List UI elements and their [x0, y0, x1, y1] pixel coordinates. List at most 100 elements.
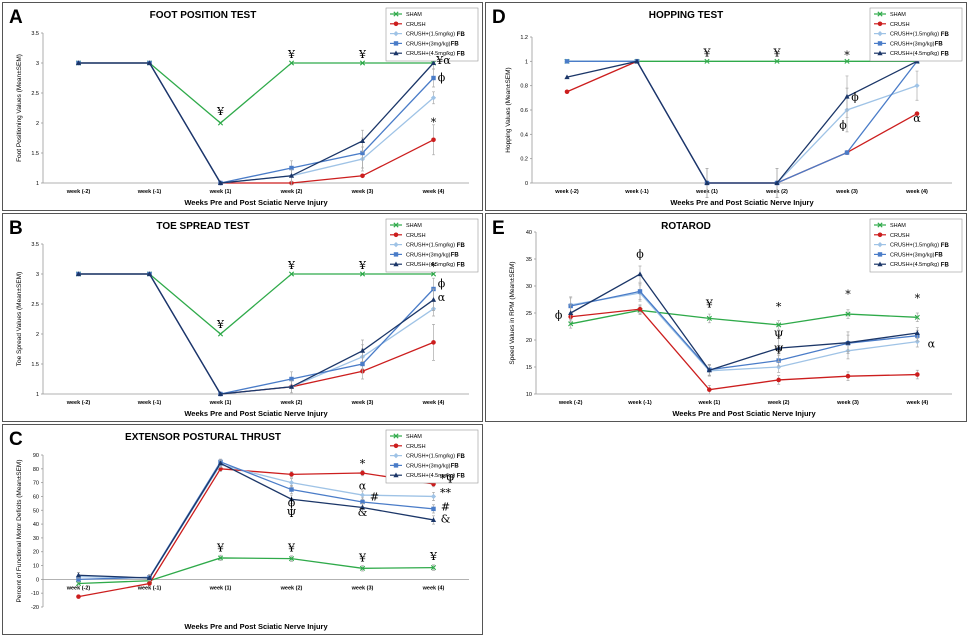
- chart-svg-d: D HOPPING TEST 0 0.2 0.4 0.6 0.8 1 1.2 week (-2) w…: [492, 7, 963, 207]
- significance-marker: ¥: [358, 551, 367, 564]
- series-sham: [75, 60, 437, 126]
- legend-entry: CRUSH+(1.5mg/kg): [890, 243, 939, 249]
- significance-marker: *: [915, 292, 921, 305]
- series-line: [567, 60, 918, 184]
- x-tick-label: week (3): [835, 189, 858, 195]
- legend-entry: SHAM: [406, 12, 422, 18]
- series-line: [570, 290, 918, 371]
- data-point: [774, 180, 780, 185]
- data-point: [845, 373, 851, 379]
- legend-marker: [393, 252, 399, 257]
- significance-marker: ϕ: [438, 277, 446, 290]
- y-tick-label: 1: [525, 59, 528, 65]
- y-tick-label: 10: [33, 564, 39, 570]
- x-tick-label: week (4): [905, 189, 928, 195]
- legend-marker: [877, 252, 883, 257]
- legend-entry-fb: FB: [941, 51, 950, 57]
- data-point: [75, 271, 82, 276]
- data-point: [288, 480, 295, 486]
- chart-panel-b: B TOE SPREAD TEST 1 1.5 2 2.5 3 3.5 week (-2) wee…: [2, 213, 483, 422]
- legend-marker: [393, 232, 399, 238]
- data-point: [914, 111, 920, 116]
- series-line: [78, 557, 434, 585]
- data-point: [704, 58, 710, 64]
- data-point: [75, 572, 82, 578]
- panel-label: E: [492, 218, 505, 239]
- x-tick-label: week (3): [836, 400, 859, 406]
- data-point: [845, 311, 851, 317]
- series-fb45: [564, 58, 920, 198]
- series-line: [78, 462, 434, 579]
- legend-entry: CRUSH+(3mg/kg): [890, 41, 935, 47]
- data-point: [706, 367, 712, 373]
- significance-marker: ¥: [216, 318, 225, 331]
- data-point: [146, 271, 153, 276]
- significance-marker: ¥: [429, 550, 438, 563]
- series-fb3: [76, 271, 436, 397]
- panel-label: D: [492, 7, 506, 28]
- legend-marker: [877, 222, 883, 228]
- data-point: [360, 150, 365, 156]
- legend-marker: [393, 443, 399, 449]
- x-axis-label: Weeks Pre and Post Sciatic Nerve Injury: [184, 622, 328, 631]
- data-point: [564, 74, 570, 80]
- data-point: [430, 565, 437, 571]
- data-point: [914, 314, 920, 320]
- y-tick-label: 10: [526, 392, 532, 398]
- data-point: [360, 499, 365, 505]
- y-tick-label: 90: [33, 453, 39, 459]
- series-crush: [76, 271, 436, 397]
- x-axis-label: Weeks Pre and Post Sciatic Nerve Injury: [670, 198, 814, 207]
- data-point: [844, 58, 850, 64]
- series-fb15: [75, 461, 437, 582]
- legend-entry-fb: FB: [457, 51, 466, 57]
- significance-marker: ϕ: [555, 308, 563, 321]
- significance-marker: #: [370, 491, 379, 504]
- data-point: [359, 138, 366, 143]
- chart-panel-c: C EXTENSOR POSTURAL THRUST -20 -10 0 10 20 30 40…: [2, 424, 483, 635]
- legend-entry: CRUSH+(3mg/kg): [406, 41, 451, 47]
- significance-marker: *: [360, 457, 366, 470]
- significance-marker: ¥: [703, 46, 712, 59]
- legend-entry: CRUSH+(4.5mg/kg): [890, 51, 939, 57]
- data-point: [706, 315, 712, 321]
- data-point: [914, 339, 920, 345]
- series-crush: [568, 304, 920, 395]
- y-tick-label: 1.2: [520, 35, 528, 41]
- y-axis-label: Speed Values in RPM (Mean±SEM): [509, 261, 516, 364]
- data-point: [707, 387, 712, 392]
- legend-entry-fb: FB: [457, 473, 466, 479]
- series-line: [78, 62, 434, 124]
- significance-marker: ¥: [287, 259, 296, 272]
- significance-marker: ϕ: [851, 90, 859, 103]
- data-point: [430, 517, 437, 522]
- legend-marker: [877, 21, 883, 27]
- legend-entry-fb: FB: [935, 42, 944, 48]
- chart-svg-b: B TOE SPREAD TEST 1 1.5 2 2.5 3 3.5 week (-2) wee…: [9, 218, 479, 418]
- legend-entry: CRUSH: [406, 22, 426, 28]
- y-axis-label: Toe Spread Values (Mean±SEM): [16, 272, 23, 367]
- x-tick-label: week (2): [767, 400, 790, 406]
- x-tick-label: week (-2): [66, 400, 91, 406]
- significance-marker: ¥: [358, 259, 367, 272]
- data-point: [844, 150, 850, 155]
- x-tick-label: week (2): [280, 585, 303, 591]
- x-axis-label: Weeks Pre and Post Sciatic Nerve Injury: [672, 409, 816, 418]
- data-point: [288, 60, 295, 66]
- legend-entry: CRUSH+(4.5mg/kg): [890, 262, 939, 268]
- legend-marker: [393, 21, 399, 27]
- panel-label: C: [9, 429, 23, 450]
- significance-marker: #: [441, 500, 450, 513]
- series-line: [78, 62, 434, 184]
- y-tick-label: 40: [33, 522, 39, 528]
- x-tick-label: week (1): [697, 400, 720, 406]
- legend-marker: [877, 232, 883, 238]
- y-tick-label: 0.4: [520, 132, 528, 138]
- significance-marker: **: [440, 486, 452, 499]
- data-point: [360, 173, 365, 179]
- data-point: [776, 364, 782, 370]
- data-point: [776, 322, 782, 328]
- legend-entry: CRUSH+(1.5mg/kg): [890, 32, 939, 38]
- significance-marker: ϕ: [636, 247, 644, 260]
- panel-label: A: [9, 7, 23, 28]
